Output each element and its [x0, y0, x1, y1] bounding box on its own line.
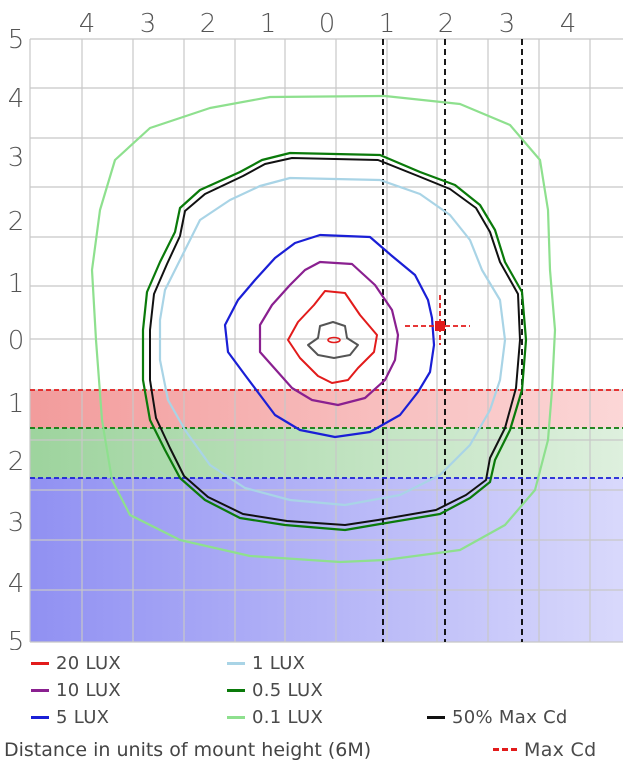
- top-tick-label: 1: [260, 9, 277, 39]
- legend-20-lux: 20 LUX: [31, 653, 121, 674]
- left-tick-label: 2: [8, 447, 25, 477]
- top-axis-labels: 4 3 2 1 0 1 2 3 4: [79, 9, 577, 39]
- contour-20-lux: [287, 290, 378, 384]
- legend-label: 20 LUX: [56, 653, 122, 674]
- legend-swatch-10-lux: [31, 688, 49, 692]
- legend-swatch-20-lux: [31, 661, 49, 665]
- legend-label: 0.5 LUX: [252, 680, 324, 701]
- contour-1-lux: [158, 176, 507, 507]
- legend-swatch-1-lux: [227, 661, 245, 665]
- contour-0-5-lux: [141, 151, 528, 532]
- legend-0-1-lux: 0.1 LUX: [227, 707, 323, 728]
- contour-inner-50pct: [307, 321, 359, 359]
- top-tick-label: 2: [438, 9, 455, 39]
- axis-caption: Distance in units of mount height (6M): [4, 739, 372, 761]
- legend-label: Max Cd: [524, 739, 597, 761]
- left-tick-label: 5: [8, 25, 25, 55]
- legend-label: 5 LUX: [56, 707, 110, 728]
- legend-label: 10 LUX: [56, 680, 122, 701]
- isolux-plot: 4 3 2 1 0 1 2 3 4 5 4 3 2 1 0 1 2 3 4 5: [8, 9, 623, 650]
- max-cd-marker: [405, 295, 470, 345]
- legend-10-lux: 10 LUX: [31, 680, 121, 701]
- contour-5-lux: [223, 233, 436, 439]
- left-tick-label: 4: [8, 569, 25, 599]
- legend-swatch-0-1-lux: [227, 715, 245, 719]
- legend-swatch-max-cd: [493, 748, 517, 751]
- legend-label: 1 LUX: [252, 653, 306, 674]
- left-tick-label: 5: [8, 627, 25, 650]
- contour-50pct-max-cd: [149, 157, 521, 526]
- red-band: [30, 390, 623, 428]
- left-tick-label: 1: [8, 269, 25, 299]
- top-tick-label: 3: [140, 9, 157, 39]
- left-axis-labels: 5 4 3 2 1 0 1 2 3 4 5: [8, 25, 25, 650]
- top-tick-label: 3: [499, 9, 516, 39]
- top-tick-label: 2: [200, 9, 217, 39]
- top-tick-label: 1: [379, 9, 396, 39]
- legend-swatch-5-lux: [31, 715, 49, 719]
- left-tick-label: 2: [8, 207, 25, 237]
- contour-0-1-lux: [90, 94, 557, 564]
- contour-10-lux: [258, 260, 400, 407]
- left-tick-label: 0: [8, 326, 25, 356]
- left-tick-label: 1: [8, 389, 25, 419]
- legend-50pct-max-cd: 50% Max Cd: [427, 707, 568, 728]
- left-tick-label: 3: [8, 508, 25, 538]
- legend-swatch-50pct-max-cd: [427, 715, 445, 719]
- legend-1-lux: 1 LUX: [227, 653, 305, 674]
- grid: [29, 38, 623, 643]
- top-tick-label: 4: [560, 9, 577, 39]
- left-tick-label: 4: [8, 84, 25, 114]
- legend-0-5-lux: 0.5 LUX: [227, 680, 323, 701]
- top-tick-label: 4: [79, 9, 96, 39]
- legend-label: 0.1 LUX: [252, 707, 324, 728]
- legend-swatch-0-5-lux: [227, 688, 245, 692]
- left-tick-label: 3: [8, 143, 25, 173]
- contour-core-20-lux: [327, 336, 341, 344]
- legend-max-cd: Max Cd: [493, 739, 596, 761]
- top-tick-label: 0: [319, 9, 336, 39]
- legend-5-lux: 5 LUX: [31, 707, 109, 728]
- legend-label: 50% Max Cd: [452, 707, 568, 728]
